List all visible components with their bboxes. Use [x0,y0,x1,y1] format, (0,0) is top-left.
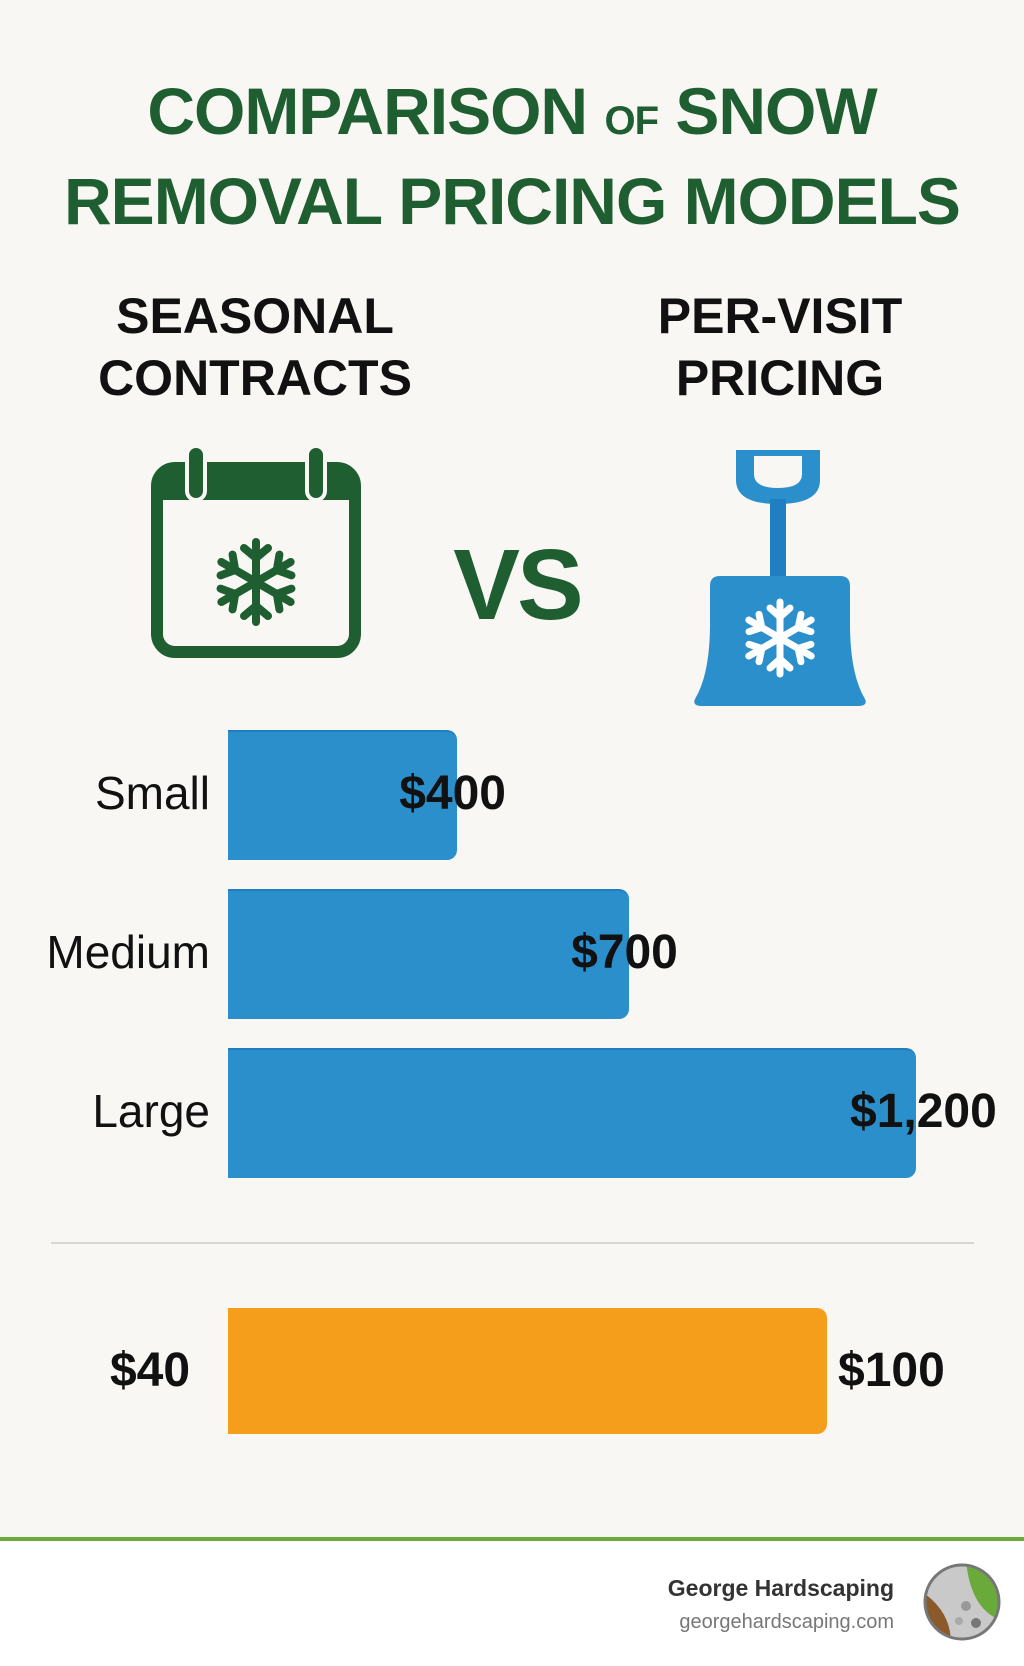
bar-large [228,1048,916,1178]
seasonal-contracts-heading: SEASONAL CONTRACTS [55,285,455,409]
bar-medium [228,889,630,1019]
per-visit-range-bar [228,1308,827,1434]
company-logo [923,1563,1001,1641]
title-line: REMOVAL PRICING MODELS [64,164,961,238]
chart-title-line1: COMPARISON OF SNOW [20,78,1004,144]
calendar-snowflake-icon [151,444,361,658]
company-website[interactable]: georgehardscaping.com [679,1611,894,1633]
company-name: George Hardscaping [667,1575,894,1601]
heading-line: PER-VISIT [657,288,903,344]
category-label: Small [94,767,210,819]
data-label: $400 [399,767,506,820]
divider [51,1242,974,1244]
heading-line: SEASONAL [116,288,394,344]
data-label: $700 [571,926,678,979]
data-label: $1,200 [850,1085,997,1138]
bar-small [228,730,458,860]
footer: George Hardscaping georgehardscaping.com [0,1537,1024,1666]
title-word: COMPARISON [147,74,588,148]
snow-shovel-icon [694,450,866,706]
heading-line: PRICING [675,350,885,406]
category-label: Large [92,1085,210,1137]
vs-label: VS [453,529,583,641]
per-visit-min-label: $40 [109,1344,191,1397]
category-label: Medium [46,926,210,978]
per-visit-max-label: $100 [838,1344,945,1397]
chart-title-line2: REMOVAL PRICING MODELS [20,168,1004,234]
title-word: OF [604,99,659,143]
per-visit-pricing-heading: PER-VISIT PRICING [580,285,980,409]
heading-line: CONTRACTS [98,350,412,406]
title-word: SNOW [675,74,877,148]
